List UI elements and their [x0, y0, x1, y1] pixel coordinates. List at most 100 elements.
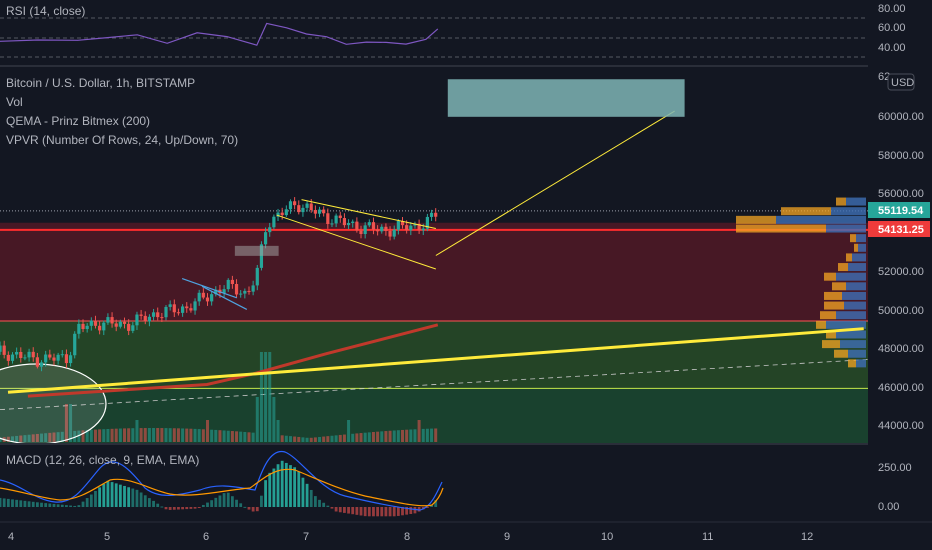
- candle: [297, 200, 301, 215]
- macd-bar: [89, 494, 93, 507]
- vpvr-bar-down: [824, 301, 844, 310]
- volume-bar: [434, 428, 438, 442]
- macd-bar: [334, 507, 338, 512]
- candle: [0, 341, 2, 355]
- candle: [425, 213, 430, 232]
- volume-bar: [31, 434, 35, 442]
- macd-bar: [102, 483, 106, 507]
- last-price-value: 55119.54: [878, 205, 924, 217]
- vpvr-histogram: [736, 197, 866, 368]
- volume-bar: [60, 431, 64, 442]
- macd-bar: [392, 507, 396, 517]
- macd-bar: [60, 504, 64, 507]
- volume-bar: [326, 436, 330, 442]
- indicator-vol: Vol: [6, 95, 23, 109]
- volume-bar: [168, 428, 172, 442]
- volume-bar: [421, 428, 425, 442]
- macd-bar: [235, 499, 238, 507]
- macd-bar: [19, 500, 23, 507]
- candle: [114, 319, 118, 332]
- volume-bar: [114, 428, 118, 442]
- volume-bar: [139, 428, 143, 442]
- vpvr-bar-up: [852, 253, 866, 262]
- candle: [380, 224, 384, 234]
- macd-bar: [255, 507, 259, 512]
- macd-bar: [123, 485, 126, 507]
- vpvr-bar-down: [816, 320, 826, 329]
- volume-bar: [143, 428, 147, 442]
- vpvr-bar-up: [846, 197, 866, 206]
- candle: [359, 225, 363, 239]
- volume-bar: [297, 436, 301, 442]
- macd-bar: [434, 500, 438, 507]
- volume-bar: [89, 429, 93, 442]
- time-tick-5: 5: [104, 531, 110, 543]
- volume-bar: [6, 436, 10, 442]
- candle: [417, 219, 421, 234]
- macd-bar: [284, 462, 288, 507]
- candle: [413, 221, 417, 229]
- volume-bar: [197, 429, 201, 442]
- volume-bar: [355, 433, 359, 442]
- vpvr-bar-down: [846, 253, 852, 262]
- macd-bar: [426, 507, 429, 508]
- volume-bar: [384, 431, 388, 442]
- candle: [268, 222, 272, 237]
- candle: [52, 353, 56, 366]
- candle: [317, 206, 322, 218]
- macd-bar: [372, 507, 375, 517]
- macd-bar: [297, 471, 301, 507]
- volume-bar: [425, 428, 429, 442]
- candle: [280, 207, 284, 220]
- vpvr-bar-up: [858, 243, 866, 252]
- macd-bar: [156, 503, 160, 507]
- support-zone-lower: [0, 388, 868, 443]
- vpvr-bar-down: [850, 234, 856, 243]
- macd-bar: [127, 487, 131, 507]
- currency-button[interactable]: [887, 73, 915, 91]
- macd-bar: [322, 502, 326, 507]
- volume-bar: [288, 436, 292, 442]
- volume-bar: [301, 437, 305, 442]
- volume-bar: [156, 428, 160, 442]
- volume-bar: [239, 431, 243, 442]
- volume-bar: [264, 352, 268, 442]
- volume-bar: [127, 428, 131, 442]
- macd-bar: [313, 496, 317, 507]
- candle: [243, 288, 247, 299]
- candle: [263, 227, 268, 249]
- volume-bar: [230, 431, 234, 442]
- candle: [322, 206, 326, 217]
- volume-bar: [81, 430, 85, 442]
- volume-bar: [35, 433, 39, 442]
- volume-bar: [152, 428, 156, 442]
- macd-bar: [56, 504, 60, 507]
- candle: [371, 217, 376, 235]
- vpvr-bar-down: [824, 291, 842, 300]
- macd-bar: [189, 507, 193, 509]
- candle: [400, 217, 405, 229]
- candle: [239, 290, 243, 298]
- vpvr-bar-down: [820, 311, 836, 320]
- candle: [293, 197, 297, 210]
- volume-bar: [48, 432, 52, 442]
- macd-bar: [139, 492, 143, 507]
- candle: [168, 300, 172, 311]
- macd-bar: [40, 502, 43, 507]
- macd-tick-0: 0.00: [878, 501, 899, 513]
- volume-bar: [135, 420, 139, 442]
- volume-bar: [73, 430, 77, 442]
- macd-bar: [430, 504, 433, 507]
- price-axis: 80.00 60.00 40.00 62 USD 60000.00 58000.…: [868, 0, 932, 520]
- volume-bars: [0, 352, 438, 442]
- vpvr-bar-up: [836, 330, 866, 339]
- time-tick-10: 10: [601, 531, 613, 543]
- candle: [143, 311, 147, 325]
- candle: [330, 219, 334, 228]
- vpvr-bar-up: [831, 207, 866, 216]
- candle: [10, 352, 15, 364]
- macd-bar: [376, 507, 380, 517]
- macd-bar: [160, 506, 164, 508]
- candle: [376, 225, 380, 236]
